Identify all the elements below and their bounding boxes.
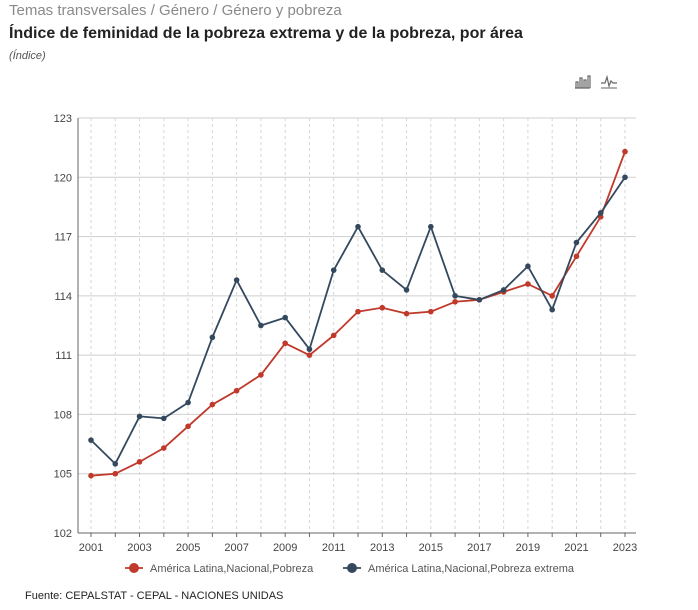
data-point [282,314,288,321]
data-point [185,423,191,430]
data-point [573,239,580,246]
data-point [330,267,337,273]
x-tick-label: 2017 [467,542,491,554]
source-note: Fuente: CEPALSTAT - CEPAL - NACIONES UNI… [25,590,284,602]
x-tick-label: 2005 [176,542,200,554]
legend-label: América Latina,Nacional,Pobreza [150,563,314,575]
data-point [452,293,458,299]
x-tick-label: 2001 [79,542,103,554]
legend-label: América Latina,Nacional,Pobreza extrema [368,563,575,575]
data-point [282,340,288,347]
legend-marker [129,563,139,573]
line-chart-icon[interactable] [600,72,618,90]
data-point [306,346,313,353]
x-tick-label: 2023 [613,542,637,554]
data-point [233,277,240,283]
x-tick-label: 2019 [516,542,540,554]
data-point [549,306,555,313]
y-tick-label: 105 [54,469,72,481]
data-point [306,352,313,358]
data-point [355,223,361,230]
line-chart: 102 105 108 111 114 117 120 123 2001 2003 2005 2007… [54,113,638,575]
data-point [161,445,167,451]
data-point [525,263,531,270]
x-tick-label: 2015 [419,542,443,554]
page-title: Índice de feminidad de la pobreza extrem… [9,25,523,42]
data-point [403,310,410,317]
data-point [597,210,604,216]
data-point [476,297,483,303]
x-tick-label: 2021 [564,542,588,554]
y-tick-label: 117 [54,232,72,244]
data-point [428,223,434,230]
y-tick-label: 123 [54,113,72,125]
data-point [88,472,94,479]
x-tick-label: 2013 [370,542,394,554]
x-tick-label: 2011 [322,542,346,554]
data-point [136,459,143,465]
bar-chart-icon[interactable] [573,72,591,90]
data-point [258,372,264,378]
data-point [209,334,216,341]
y-tick-label: 102 [54,528,72,540]
x-tick-label: 2003 [127,542,151,554]
breadcrumb: Temas transversales / Género / Género y … [9,2,342,19]
data-point [452,298,458,305]
data-point [573,253,580,260]
data-point [525,281,531,287]
data-point [379,267,386,273]
data-point [355,308,361,315]
data-point [112,470,119,477]
data-point [500,287,507,293]
data-point [209,401,216,408]
data-point [379,304,386,311]
y-tick-label: 114 [54,291,72,303]
y-tick-label: 120 [54,172,72,184]
data-point [622,148,628,155]
data-point [622,174,628,181]
data-point [112,461,119,467]
x-tick-label: 2007 [224,542,248,554]
data-point [258,322,264,329]
chart-subtitle: (Índice) [9,50,46,62]
x-tick-label: 2009 [273,542,297,554]
data-point [549,293,555,299]
data-point [136,413,143,420]
data-point [403,287,410,293]
data-point [428,308,434,315]
y-tick-label: 111 [55,350,72,362]
y-tick-label: 108 [54,409,72,421]
data-point [185,399,191,406]
data-point [88,437,94,443]
data-point [233,387,240,394]
data-point [161,415,167,422]
legend-marker [347,563,357,573]
data-point [330,332,337,339]
